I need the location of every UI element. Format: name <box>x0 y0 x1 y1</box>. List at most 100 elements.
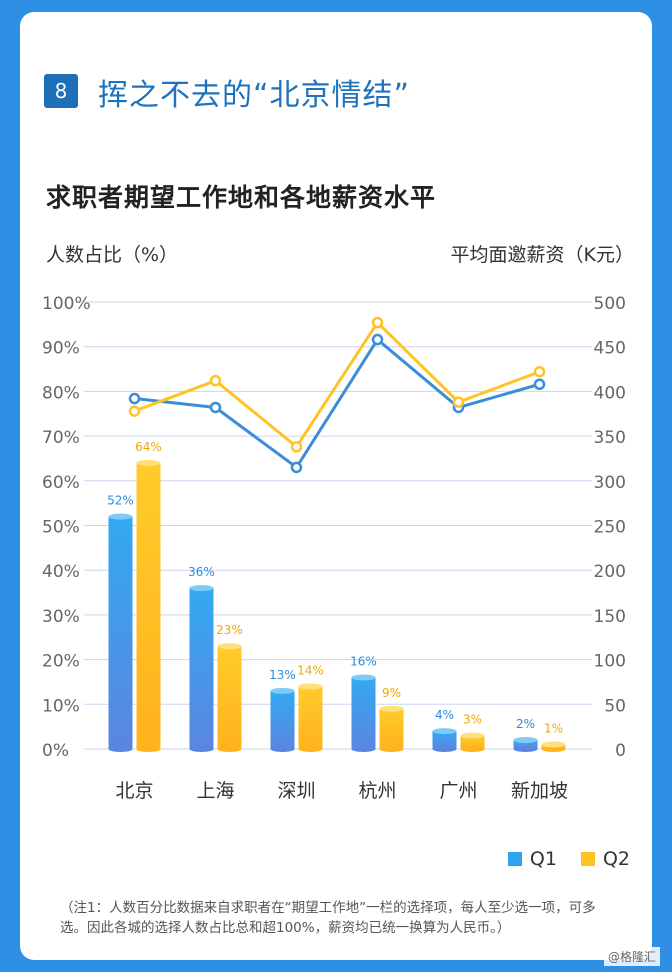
section-number: 8 <box>44 74 78 108</box>
line-q1 <box>134 337 540 470</box>
bar-base-q1 <box>108 746 133 752</box>
bar-cap-q2 <box>217 643 242 650</box>
bar-cap-q1 <box>351 674 376 681</box>
bar-base-q2 <box>460 746 485 752</box>
bar-q1-2 <box>270 690 295 749</box>
left-tick-label: 60% <box>42 473 80 493</box>
right-tick-label: 500 <box>594 294 626 314</box>
bar-q1-0 <box>108 516 133 749</box>
left-tick-label: 100% <box>42 294 91 314</box>
bar-cap-q1 <box>189 585 214 592</box>
line-point-q1 <box>290 461 303 474</box>
bar-data-label: 52% <box>107 494 134 508</box>
line-point-q2 <box>371 316 384 329</box>
line-point-q2 <box>290 441 303 453</box>
category-label: 杭州 <box>358 780 396 802</box>
left-tick-label: 70% <box>42 428 80 448</box>
bar-q2-0 <box>136 462 161 749</box>
right-tick-label: 50 <box>604 696 626 716</box>
bar-cap-q2 <box>460 732 485 739</box>
bar-q2-1 <box>217 646 242 749</box>
right-tick-label: 250 <box>594 518 626 538</box>
right-tick-label: 350 <box>594 428 626 448</box>
bar-q2-3 <box>379 708 404 749</box>
bar-cap-q2 <box>136 459 161 466</box>
bar-base-q1 <box>351 746 376 752</box>
bar-cap-q2 <box>298 683 323 690</box>
right-tick-label: 200 <box>594 562 626 582</box>
right-tick-label: 400 <box>594 383 626 403</box>
left-tick-label: 0% <box>42 741 69 761</box>
line-point-q2 <box>128 405 141 417</box>
bar-data-label: 3% <box>463 713 482 727</box>
bar-cap-q1 <box>270 687 295 694</box>
left-tick-label: 80% <box>42 383 80 403</box>
footnote: （注1：人数百分比数据来自求职者在“期望工作地”一栏的选择项，每人至少选一项，可… <box>60 900 596 936</box>
legend-item-q1: Q1 <box>507 848 557 870</box>
legend-label-q1: Q1 <box>529 848 557 870</box>
bar-q1-4 <box>432 731 457 749</box>
bar-cap-q1 <box>513 737 538 744</box>
right-tick-label: 100 <box>594 652 626 672</box>
bar-data-label: 36% <box>188 565 215 579</box>
bar-q1-3 <box>351 677 376 749</box>
line-point-q1 <box>371 333 384 346</box>
category-label: 新加坡 <box>511 780 568 802</box>
bar-data-label: 23% <box>216 623 243 637</box>
bar-data-label: 9% <box>382 686 401 700</box>
right-tick-label: 0 <box>615 741 626 761</box>
left-tick-label: 40% <box>42 562 80 582</box>
y-axis-right-label: 平均面邀薪资（K元） <box>450 244 634 266</box>
right-tick-label: 450 <box>594 339 626 359</box>
bar-data-label: 4% <box>435 708 454 722</box>
category-label: 上海 <box>196 780 234 802</box>
line-point-q1 <box>209 401 222 414</box>
left-tick-label: 30% <box>42 607 80 627</box>
section-title: 挥之不去的“北京情结” <box>98 78 411 113</box>
bar-data-label: 1% <box>544 722 563 736</box>
y-axis-left-label: 人数占比（%） <box>46 244 179 266</box>
bar-data-label: 2% <box>516 717 535 731</box>
left-tick-label: 90% <box>42 339 80 359</box>
line-point-q1 <box>128 392 141 405</box>
category-label: 广州 <box>439 780 477 802</box>
right-tick-label: 300 <box>594 473 626 493</box>
bar-q2-2 <box>298 686 323 749</box>
legend-swatch-q1 <box>507 852 522 866</box>
bar-cap-q2 <box>541 741 566 748</box>
bar-cap-q2 <box>379 705 404 712</box>
bar-base-q1 <box>189 746 214 752</box>
bar-cap-q1 <box>432 728 457 735</box>
bar-base-q2 <box>298 746 323 752</box>
bar-data-label: 64% <box>135 440 162 454</box>
legend-item-q2: Q2 <box>580 848 630 870</box>
left-tick-label: 20% <box>42 652 80 672</box>
bar-data-label: 14% <box>297 663 324 677</box>
bar-base-q1 <box>270 746 295 752</box>
bar-base-q1 <box>432 746 457 752</box>
bar-base-q2 <box>217 746 242 752</box>
category-label: 北京 <box>115 780 153 802</box>
line-point-q2 <box>209 374 222 387</box>
bar-base-q2 <box>541 746 566 752</box>
legend-swatch-q2 <box>580 852 595 866</box>
source-badge: @格隆汇 <box>603 947 660 966</box>
bar-data-label: 13% <box>269 668 296 682</box>
line-point-q2 <box>452 396 465 408</box>
bar-base-q1 <box>513 746 538 752</box>
bar-data-label: 16% <box>350 654 377 668</box>
legend-label-q2: Q2 <box>602 848 630 870</box>
right-tick-label: 150 <box>594 607 626 627</box>
line-point-q2 <box>533 365 546 378</box>
bar-base-q2 <box>136 746 161 752</box>
bar-base-q2 <box>379 746 404 752</box>
line-q2 <box>133 320 541 450</box>
left-tick-label: 50% <box>42 518 80 538</box>
bar-q2-4 <box>460 735 485 749</box>
category-label: 深圳 <box>277 780 315 802</box>
bar-q1-5 <box>513 740 538 749</box>
legend: Q1 Q2 <box>494 848 630 870</box>
chart-title: 求职者期望工作地和各地薪资水平 <box>46 183 437 212</box>
bar-q1-1 <box>189 588 214 749</box>
